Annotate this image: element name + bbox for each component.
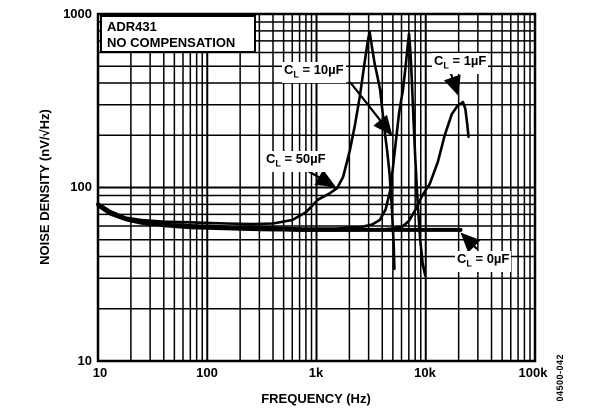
y-tick-100: 100 [70,179,92,194]
title-line-2: NO COMPENSATION [107,35,236,50]
title-line-1: ADR431 [107,19,157,34]
annotation-cl-50uf: CL = 50µF [264,151,328,172]
annotation-cl-10uf: CL = 10µF [282,62,346,83]
x-axis-label: FREQUENCY (Hz) [261,391,371,406]
x-tick-10: 10 [92,365,108,380]
title-box: ADR431 NO COMPENSATION [100,15,256,53]
figure-number: 04500-042 [555,354,565,402]
x-tick-10k: 10k [414,365,436,380]
x-tick-1k: 1k [308,365,324,380]
y-axis-label: NOISE DENSITY (nV/√Hz) [37,109,52,265]
annotation-cl-0uf: CL = 0µF [455,251,512,272]
x-tick-100: 100 [196,365,218,380]
y-tick-10: 10 [77,353,92,368]
y-tick-1000: 1000 [63,6,92,21]
annotation-cl-1uf: CL = 1µF [432,53,489,74]
x-tick-100k: 100k [518,365,548,380]
